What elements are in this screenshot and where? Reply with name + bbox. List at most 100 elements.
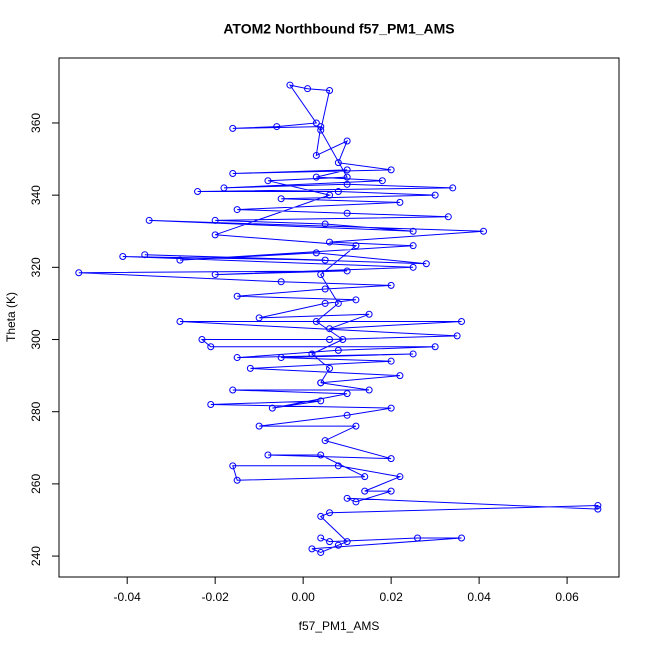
data-point: [343, 494, 351, 502]
y-tick-label: 280: [29, 401, 43, 421]
data-point: [207, 343, 215, 351]
data-point: [255, 314, 263, 322]
data-point: [321, 299, 329, 307]
data-point: [414, 534, 422, 542]
data-point: [339, 336, 347, 344]
data-point: [207, 400, 215, 408]
data-point: [286, 81, 294, 89]
data-point: [75, 269, 83, 277]
data-point: [321, 256, 329, 264]
data-point: [387, 166, 395, 174]
data-point: [387, 404, 395, 412]
data-point: [343, 267, 351, 275]
data-point: [145, 216, 153, 224]
data-point: [312, 119, 320, 127]
data-point: [396, 372, 404, 380]
data-point: [334, 346, 342, 354]
data-point: [409, 263, 417, 271]
data-point: [317, 379, 325, 387]
data-point: [264, 177, 272, 185]
y-axis-label: Theta (K): [4, 292, 18, 342]
data-point: [480, 227, 488, 235]
data-point: [321, 220, 329, 228]
data-point: [387, 357, 395, 365]
data-point: [229, 124, 237, 132]
data-point: [444, 213, 452, 221]
data-point: [176, 256, 184, 264]
data-point: [229, 386, 237, 394]
data-point: [378, 177, 386, 185]
data-point: [211, 216, 219, 224]
data-point: [317, 126, 325, 134]
data-point: [594, 505, 602, 513]
data-point: [317, 397, 325, 405]
series-line: [78, 84, 599, 554]
y-tick-label: 360: [29, 113, 43, 133]
data-point: [198, 336, 206, 344]
data-point: [343, 137, 351, 145]
data-point: [352, 498, 360, 506]
data-point: [334, 159, 342, 167]
data-point: [229, 462, 237, 470]
data-point: [304, 85, 312, 93]
data-point: [326, 86, 334, 94]
data-point: [277, 278, 285, 286]
data-point: [387, 455, 395, 463]
data-point: [233, 476, 241, 484]
data-point: [312, 173, 320, 181]
data-point: [409, 227, 417, 235]
data-point: [334, 462, 342, 470]
y-tick-label: 340: [29, 185, 43, 205]
data-point: [453, 332, 461, 340]
y-tick-label: 300: [29, 329, 43, 349]
data-point: [334, 188, 342, 196]
data-point: [365, 310, 373, 318]
data-point: [321, 437, 329, 445]
data-point: [176, 317, 184, 325]
x-tick-label: -0.04: [114, 590, 142, 604]
data-point: [334, 299, 342, 307]
data-point: [312, 249, 320, 257]
data-point: [334, 541, 342, 549]
data-point: [273, 123, 281, 131]
data-point: [431, 191, 439, 199]
data-point: [431, 343, 439, 351]
x-axis-label: f57_PM1_AMS: [299, 619, 380, 633]
data-point: [458, 534, 466, 542]
data-point: [312, 151, 320, 159]
x-tick-label: 0.00: [291, 590, 315, 604]
data-point: [326, 538, 334, 546]
data-point: [409, 242, 417, 250]
data-point: [246, 364, 254, 372]
data-point: [119, 253, 127, 261]
data-point: [343, 166, 351, 174]
data-point: [361, 473, 369, 481]
data-point: [277, 354, 285, 362]
x-tick-label: 0.04: [467, 590, 491, 604]
data-point: [317, 534, 325, 542]
data-point: [308, 350, 316, 358]
data-point: [317, 271, 325, 279]
data-point: [352, 422, 360, 430]
data-point: [317, 123, 325, 131]
data-point: [321, 285, 329, 293]
data-point: [312, 317, 320, 325]
data-point: [361, 487, 369, 495]
data-point: [194, 188, 202, 196]
data-point: [211, 271, 219, 279]
data-point: [220, 184, 228, 192]
data-point: [268, 404, 276, 412]
data-point: [211, 231, 219, 239]
data-point: [317, 548, 325, 556]
data-point: [255, 422, 263, 430]
data-point: [594, 502, 602, 510]
data-point: [233, 354, 241, 362]
data-point: [365, 386, 373, 394]
data-point: [264, 451, 272, 459]
data-point: [449, 184, 457, 192]
x-tick-label: 0.02: [379, 590, 403, 604]
data-point: [396, 198, 404, 206]
data-point: [326, 364, 334, 372]
data-point: [308, 545, 316, 553]
data-point: [317, 512, 325, 520]
